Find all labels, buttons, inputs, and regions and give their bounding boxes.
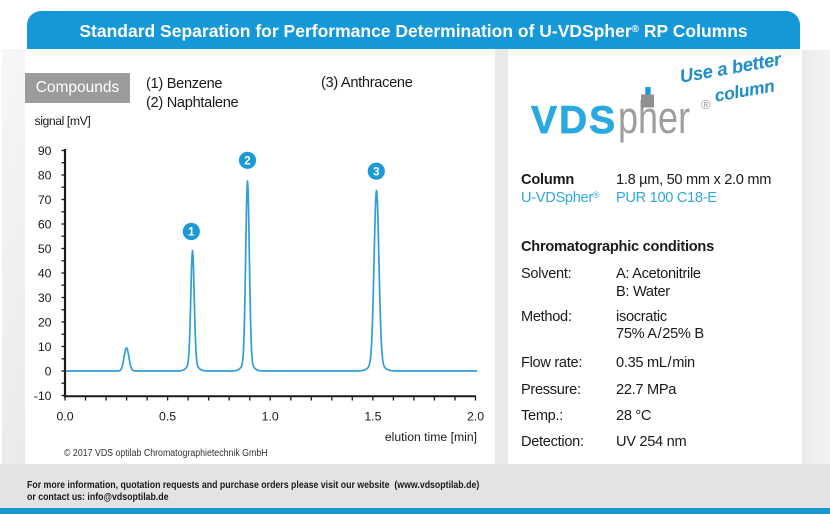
svg-text:0.5: 0.5 [159,409,176,423]
svg-text:20: 20 [38,315,52,329]
svg-text:0: 0 [45,364,52,378]
svg-text:1: 1 [188,227,195,239]
svg-text:60: 60 [38,217,52,231]
svg-text:2.0: 2.0 [467,409,484,423]
svg-text:50: 50 [38,242,52,256]
svg-text:-10: -10 [34,389,52,403]
svg-text:40: 40 [38,266,52,280]
svg-text:90: 90 [38,144,52,158]
svg-text:1.5: 1.5 [364,409,381,423]
svg-text:2: 2 [244,156,250,168]
svg-text:1.0: 1.0 [262,409,279,423]
svg-text:30: 30 [38,291,52,305]
svg-text:10: 10 [38,340,52,354]
svg-text:3: 3 [373,166,379,178]
svg-text:80: 80 [38,168,52,182]
svg-text:70: 70 [38,193,52,207]
svg-text:0.0: 0.0 [56,409,73,423]
